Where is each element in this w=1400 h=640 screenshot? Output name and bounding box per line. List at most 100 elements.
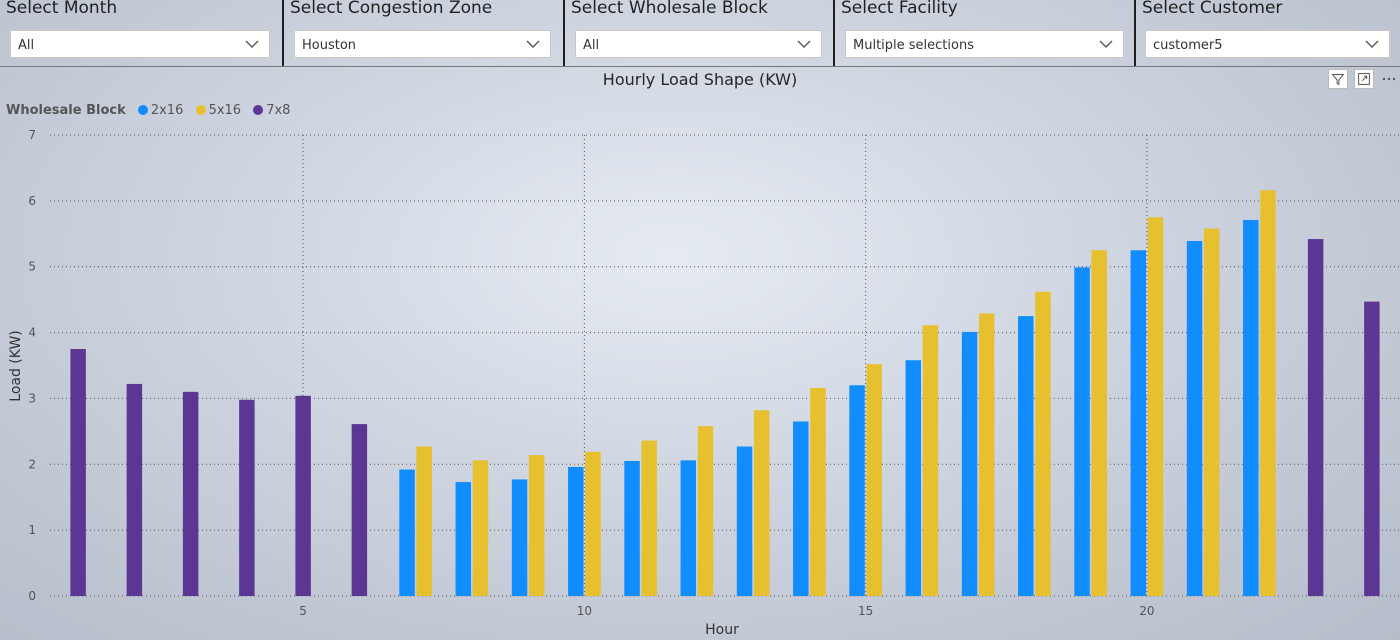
y-tick-label: 0: [28, 589, 36, 603]
bar-5x16-hour-20[interactable]: [1147, 217, 1164, 597]
y-tick-label: 1: [28, 523, 36, 537]
bar-5x16-hour-9[interactable]: [528, 455, 545, 596]
bar-5x16-hour-8[interactable]: [472, 460, 489, 596]
bar-5x16-hour-19[interactable]: [1091, 250, 1107, 596]
bar-7x8-hour-6[interactable]: [351, 424, 368, 596]
legend-label: 5x16: [208, 103, 242, 118]
gridlines: [50, 134, 1400, 597]
bar-7x8-hour-1[interactable]: [70, 349, 86, 596]
legend-swatch: [137, 105, 148, 115]
congestion-zone-dropdown[interactable]: Houston: [294, 30, 551, 58]
bars: [70, 190, 1380, 597]
bar-5x16-hour-22[interactable]: [1260, 190, 1276, 596]
dropdown-value: Multiple selections: [853, 38, 974, 53]
y-tick-label: 5: [28, 260, 36, 274]
chevron-down-icon: [797, 40, 811, 48]
bar-5x16-hour-14[interactable]: [810, 387, 826, 596]
bar-5x16-hour-13[interactable]: [753, 410, 770, 596]
more-options-icon[interactable]: [1378, 69, 1400, 89]
header-divider: [0, 66, 1400, 67]
slicer-customer: Select Customer customer5: [1136, 0, 1400, 66]
bar-5x16-hour-16[interactable]: [922, 325, 939, 596]
bar-5x16-hour-12[interactable]: [697, 426, 714, 596]
bar-5x16-hour-17[interactable]: [978, 313, 995, 596]
wholesale-block-dropdown[interactable]: All: [575, 30, 822, 58]
legend-item-5x16[interactable]: 5x16: [195, 103, 242, 118]
bar-2x16-hour-7[interactable]: [399, 469, 415, 596]
slicer-month: Select Month All: [0, 0, 284, 66]
slicer-facility: Select Facility Multiple selections: [835, 0, 1136, 66]
slicer-title: Select Wholesale Block: [571, 0, 768, 18]
chevron-down-icon: [245, 40, 259, 48]
slicer-title: Select Facility: [841, 0, 958, 18]
x-tick-label: 10: [577, 604, 592, 618]
bar-2x16-hour-13[interactable]: [736, 446, 753, 596]
x-tick-label: 20: [1139, 604, 1154, 618]
dropdown-value: All: [583, 38, 600, 53]
bar-7x8-hour-4[interactable]: [239, 399, 255, 596]
customer-dropdown[interactable]: customer5: [1145, 30, 1390, 58]
slicer-congestion-zone: Select Congestion Zone Houston: [284, 0, 565, 66]
bar-7x8-hour-3[interactable]: [182, 391, 199, 596]
bar-2x16-hour-14[interactable]: [793, 421, 809, 596]
legend-item-7x8[interactable]: 7x8: [253, 103, 290, 118]
y-tick-label: 4: [28, 326, 36, 340]
legend-title: Wholesale Block: [6, 103, 126, 118]
slicer-bar: Select Month All Select Congestion Zone …: [0, 0, 1400, 66]
x-tick-label: 5: [299, 604, 307, 618]
bar-7x8-hour-2[interactable]: [126, 383, 143, 596]
legend-label: 2x16: [150, 103, 184, 118]
slicer-title: Select Month: [6, 0, 118, 18]
slicer-wholesale-block: Select Wholesale Block All: [565, 0, 835, 66]
y-tick-label: 6: [28, 194, 36, 208]
month-dropdown[interactable]: All: [10, 30, 270, 58]
dropdown-value: Houston: [302, 38, 357, 53]
dropdown-value: All: [18, 38, 35, 53]
chevron-down-icon: [1365, 40, 1379, 48]
y-tick-label: 2: [28, 457, 36, 471]
bar-2x16-hour-15[interactable]: [849, 385, 865, 596]
legend-label: 7x8: [266, 103, 291, 118]
bar-2x16-hour-19[interactable]: [1074, 267, 1090, 596]
focus-mode-icon[interactable]: [1354, 69, 1374, 89]
bar-5x16-hour-11[interactable]: [641, 440, 657, 596]
bar-2x16-hour-21[interactable]: [1186, 241, 1203, 596]
x-axis-label: Hour: [705, 622, 739, 638]
chart-legend: Wholesale Block 2x16 5x16 7x8: [6, 103, 298, 118]
bar-2x16-hour-10[interactable]: [568, 466, 584, 596]
bar-5x16-hour-7[interactable]: [416, 446, 432, 596]
slicer-title: Select Customer: [1142, 0, 1283, 18]
bar-2x16-hour-9[interactable]: [511, 479, 528, 596]
x-tick-label: 15: [858, 604, 873, 618]
bar-2x16-hour-17[interactable]: [961, 331, 978, 596]
bar-2x16-hour-12[interactable]: [680, 460, 697, 596]
legend-swatch: [253, 105, 264, 115]
bar-2x16-hour-20[interactable]: [1130, 250, 1147, 596]
bar-2x16-hour-22[interactable]: [1243, 219, 1259, 596]
filter-icon[interactable]: [1328, 69, 1348, 89]
bar-2x16-hour-16[interactable]: [905, 360, 922, 596]
y-tick-label: 7: [28, 128, 36, 142]
bar-2x16-hour-18[interactable]: [1018, 316, 1034, 596]
bar-2x16-hour-11[interactable]: [624, 460, 640, 596]
bar-5x16-hour-15[interactable]: [866, 364, 882, 596]
bar-7x8-hour-5[interactable]: [295, 395, 311, 596]
chevron-down-icon: [526, 40, 540, 48]
y-axis-label: Load (KW): [8, 330, 24, 401]
tick-labels: 0 1 2 3 4 5 6 7 5 10 15 20: [28, 128, 1154, 618]
chevron-down-icon: [1099, 40, 1113, 48]
y-tick-label: 3: [28, 391, 36, 405]
bar-7x8-hour-24[interactable]: [1364, 301, 1380, 596]
legend-swatch: [195, 105, 206, 115]
bar-5x16-hour-10[interactable]: [585, 451, 601, 596]
legend-item-2x16[interactable]: 2x16: [137, 103, 184, 118]
chart-title: Hourly Load Shape (KW): [602, 70, 798, 89]
bar-7x8-hour-23[interactable]: [1307, 239, 1324, 596]
slicer-title: Select Congestion Zone: [290, 0, 493, 18]
bar-5x16-hour-21[interactable]: [1203, 228, 1220, 596]
bar-5x16-hour-18[interactable]: [1035, 291, 1051, 596]
facility-dropdown[interactable]: Multiple selections: [845, 30, 1124, 58]
dropdown-value: customer5: [1153, 38, 1223, 53]
bar-2x16-hour-8[interactable]: [455, 482, 472, 596]
